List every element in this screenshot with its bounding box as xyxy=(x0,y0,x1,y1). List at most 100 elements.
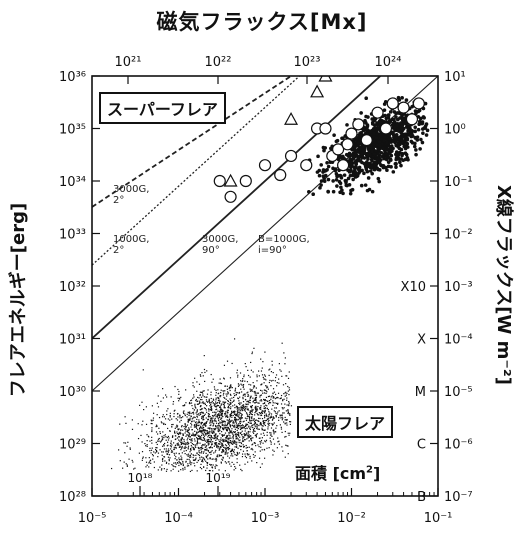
solar-flare-point xyxy=(163,448,166,450)
solar-flare-point xyxy=(209,418,212,420)
solar-flare-point xyxy=(244,393,246,395)
solar-flare-point xyxy=(187,463,189,465)
solar-flare-point xyxy=(270,396,272,398)
solar-flare-point xyxy=(218,430,220,433)
solar-flare-point xyxy=(246,432,248,434)
solar-flare-point xyxy=(204,448,206,451)
solar-flare-point xyxy=(172,401,175,403)
solar-flare-point xyxy=(226,426,228,428)
solar-flare-point xyxy=(226,414,228,416)
solar-flare-point xyxy=(202,461,204,463)
solar-flare-point xyxy=(137,423,139,425)
solar-flare-point xyxy=(174,438,176,441)
solar-flare-point xyxy=(235,424,237,426)
solar-flare-point xyxy=(181,441,183,443)
solar-flare-point xyxy=(246,406,248,408)
superflare-point xyxy=(370,189,375,194)
solar-flare-point xyxy=(145,466,147,468)
solar-flare-point xyxy=(248,426,250,428)
solar-flare-point xyxy=(200,434,203,436)
solar-flare-point xyxy=(240,417,242,419)
solar-flare-point xyxy=(146,434,148,436)
solar-flare-point xyxy=(165,462,168,464)
solar-flare-point xyxy=(189,451,191,453)
solar-flare-point xyxy=(186,434,188,436)
solar-flare-point xyxy=(212,417,214,419)
solar-flare-point xyxy=(191,442,193,445)
solar-flare-point xyxy=(228,388,230,390)
superflare-point xyxy=(307,190,311,194)
solar-flare-point xyxy=(266,434,268,436)
solar-flare-point xyxy=(272,438,275,440)
superflare-point xyxy=(317,168,322,173)
solar-flare-point xyxy=(211,420,213,423)
solar-flare-point xyxy=(171,426,173,428)
solar-flare-point xyxy=(145,445,147,447)
superflare-triangle-point xyxy=(310,84,325,98)
solar-flare-point xyxy=(156,402,158,404)
solar-flare-point xyxy=(237,397,240,400)
solar-flare-point xyxy=(234,416,236,419)
solar-flare-point xyxy=(212,415,214,417)
solar-flare-point xyxy=(273,396,275,399)
solar-flare-point xyxy=(237,383,240,385)
solar-flare-point xyxy=(254,398,256,400)
solar-flare-point xyxy=(215,411,217,413)
superflare-circle-point xyxy=(352,118,365,131)
solar-flare-point xyxy=(208,440,210,443)
solar-flare-point xyxy=(240,431,242,434)
solar-flare-point xyxy=(261,390,263,392)
solar-flare-point xyxy=(215,464,217,466)
solar-flare-point xyxy=(196,418,198,421)
solar-flare-point xyxy=(187,434,190,436)
solar-flare-point xyxy=(184,428,186,430)
solar-flare-point xyxy=(213,435,216,437)
solar-flare-point xyxy=(206,393,209,395)
superflare-point xyxy=(389,153,394,158)
solar-flare-point xyxy=(211,432,214,434)
solar-flare-point xyxy=(196,431,198,433)
solar-flare-point xyxy=(184,423,186,425)
solar-flare-point xyxy=(236,437,238,439)
solar-flare-point xyxy=(256,374,258,376)
solar-flare-point xyxy=(286,397,288,399)
solar-flare-point xyxy=(217,430,219,432)
solar-flare-point xyxy=(272,417,275,419)
solar-flare-point xyxy=(224,447,226,449)
solar-flare-point xyxy=(222,444,224,446)
solar-flare-point xyxy=(151,436,153,438)
solar-flare-point xyxy=(197,459,200,462)
solar-flare-point xyxy=(226,395,228,397)
solar-flare-point xyxy=(240,413,243,415)
superflare-point xyxy=(338,173,342,178)
solar-flare-point xyxy=(172,435,174,437)
solar-flare-point xyxy=(200,463,202,466)
solar-flare-point xyxy=(201,411,203,413)
superflare-triangle-point xyxy=(284,112,299,125)
solar-flare-point xyxy=(161,464,163,466)
solar-flare-point xyxy=(229,440,231,442)
solar-flare-point xyxy=(198,402,200,405)
y-left-tick-label: 10³⁰ xyxy=(59,385,86,400)
solar-flare-point xyxy=(193,449,195,451)
solar-flare-point xyxy=(230,453,233,455)
solar-flare-point xyxy=(239,412,241,414)
solar-flare-point xyxy=(277,437,279,439)
solar-flare-point xyxy=(219,448,221,450)
superflare-point xyxy=(319,163,324,167)
superflare-point xyxy=(369,149,374,154)
solar-flare-point xyxy=(219,454,221,457)
solar-flare-point xyxy=(250,405,253,408)
x-bottom-tick-label: 10⁻³ xyxy=(251,511,280,526)
solar-flare-point xyxy=(191,420,193,422)
solar-flare-point xyxy=(256,424,258,426)
superflare-point xyxy=(362,146,366,150)
solar-flare-point xyxy=(269,432,271,434)
solar-flare-point xyxy=(196,427,198,429)
solar-flare-point xyxy=(187,420,189,422)
solar-flare-point xyxy=(199,456,201,458)
solar-flare-point xyxy=(266,447,268,449)
solar-flare-point xyxy=(174,409,176,411)
superflare-point xyxy=(376,176,381,181)
solar-flare-point xyxy=(284,416,286,419)
